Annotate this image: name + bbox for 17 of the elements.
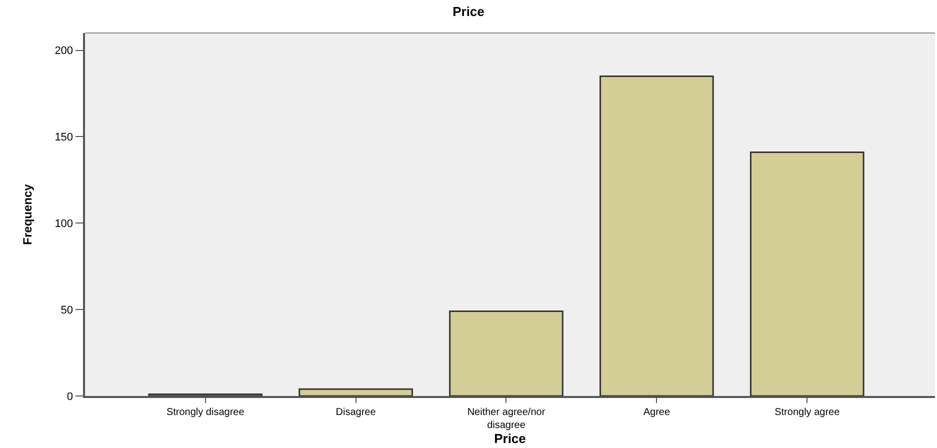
x-tick-label: Neither agree/nor disagree <box>467 406 546 431</box>
chart-title: Price <box>452 4 484 19</box>
x-tick-label: Agree <box>643 406 670 418</box>
bar <box>298 388 413 396</box>
y-tick-label: 200 <box>54 45 74 58</box>
bar <box>750 152 864 396</box>
bar <box>600 75 714 396</box>
x-tick-label: Strongly disagree <box>166 406 245 418</box>
y-tick-label: 100 <box>54 218 74 230</box>
y-tick-label: 0 <box>66 390 74 403</box>
x-tick-label: Disagree <box>336 406 376 418</box>
y-tick-label: 150 <box>54 132 74 144</box>
x-tick-label: Strongly agree <box>774 406 840 418</box>
y-axis-title: Frequency <box>20 184 34 245</box>
bar <box>449 310 564 396</box>
y-tick-label: 50 <box>60 304 74 316</box>
x-axis-title: Price <box>494 430 526 446</box>
